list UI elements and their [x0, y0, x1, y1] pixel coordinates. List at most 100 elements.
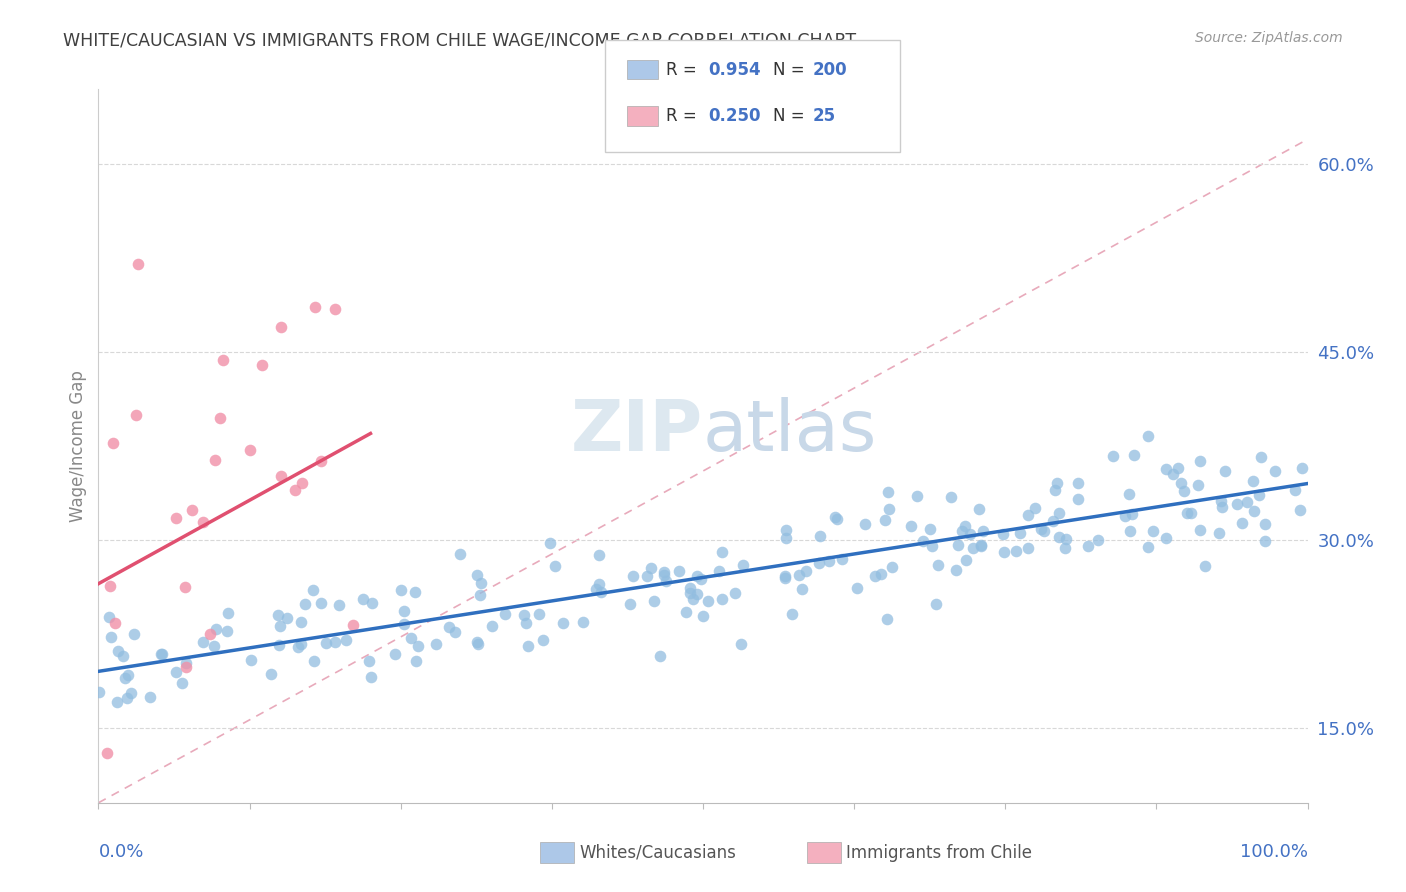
Point	[1119, 524, 1142, 538]
Point	[1008, 525, 1031, 540]
Text: N =: N =	[773, 61, 810, 78]
Point	[100, 630, 122, 644]
Point	[621, 569, 644, 583]
Point	[1284, 483, 1306, 497]
Point	[589, 585, 612, 599]
Point	[1142, 524, 1164, 539]
Text: 0.0%: 0.0%	[98, 843, 143, 861]
Point	[733, 558, 755, 572]
Text: R =: R =	[666, 61, 703, 78]
Point	[1121, 507, 1143, 521]
Point	[112, 649, 135, 664]
Point	[927, 558, 949, 572]
Point	[389, 582, 412, 597]
Point	[494, 607, 516, 621]
Point	[1101, 449, 1123, 463]
Point	[775, 523, 797, 537]
Point	[686, 587, 709, 601]
Point	[470, 576, 492, 591]
Point	[870, 567, 893, 582]
Point	[1136, 540, 1159, 554]
Point	[905, 489, 928, 503]
Text: 0.954: 0.954	[709, 61, 761, 78]
Point	[1289, 503, 1312, 517]
Point	[948, 538, 970, 552]
Point	[239, 653, 262, 667]
Point	[150, 647, 173, 661]
Point	[384, 648, 406, 662]
Point	[150, 647, 173, 661]
Point	[481, 618, 503, 632]
Point	[97, 610, 120, 624]
Point	[1187, 478, 1209, 492]
Text: N =: N =	[773, 107, 810, 125]
Point	[875, 513, 897, 527]
Point	[831, 552, 853, 566]
Point	[406, 640, 429, 654]
Point	[115, 691, 138, 706]
Text: Whites/Caucasians: Whites/Caucasians	[579, 844, 737, 862]
Point	[1156, 531, 1178, 545]
Point	[309, 454, 332, 468]
Point	[825, 512, 848, 526]
Point	[955, 519, 977, 533]
Point	[270, 468, 292, 483]
Point	[290, 615, 312, 629]
Point	[993, 545, 1015, 559]
Point	[853, 517, 876, 532]
Point	[668, 564, 690, 578]
Point	[200, 626, 222, 640]
Point	[465, 568, 488, 582]
Point	[269, 619, 291, 633]
Point	[1046, 475, 1069, 490]
Text: 100.0%: 100.0%	[1240, 843, 1308, 861]
Point	[404, 584, 426, 599]
Point	[114, 671, 136, 685]
Point	[941, 490, 963, 504]
Point	[1236, 495, 1258, 509]
Point	[467, 637, 489, 651]
Point	[209, 411, 232, 425]
Text: 200: 200	[813, 61, 848, 78]
Point	[125, 409, 148, 423]
Point	[690, 572, 713, 586]
Point	[392, 616, 415, 631]
Text: 0.250: 0.250	[709, 107, 761, 125]
Point	[191, 515, 214, 529]
Point	[877, 484, 900, 499]
Point	[1017, 541, 1039, 555]
Point	[679, 586, 702, 600]
Point	[773, 571, 796, 585]
Point	[551, 615, 574, 630]
Point	[165, 511, 187, 525]
Point	[139, 690, 162, 704]
Point	[1042, 515, 1064, 529]
Point	[101, 436, 124, 450]
Point	[342, 618, 364, 632]
Point	[959, 527, 981, 541]
Point	[636, 568, 658, 582]
Point	[174, 656, 197, 670]
Point	[98, 578, 121, 592]
Point	[945, 563, 967, 577]
Point	[773, 569, 796, 583]
Point	[328, 598, 350, 612]
Point	[120, 686, 142, 700]
Point	[174, 580, 197, 594]
Point	[357, 654, 380, 668]
Text: atlas: atlas	[703, 397, 877, 467]
Point	[619, 598, 641, 612]
Point	[204, 640, 226, 654]
Point	[176, 659, 198, 673]
Point	[654, 568, 676, 582]
Point	[1032, 524, 1054, 538]
Point	[127, 257, 149, 271]
Point	[794, 564, 817, 578]
Text: 25: 25	[813, 107, 835, 125]
Point	[876, 612, 898, 626]
Point	[950, 524, 973, 539]
Point	[172, 676, 194, 690]
Point	[96, 746, 118, 760]
Point	[302, 654, 325, 668]
Point	[921, 539, 943, 553]
